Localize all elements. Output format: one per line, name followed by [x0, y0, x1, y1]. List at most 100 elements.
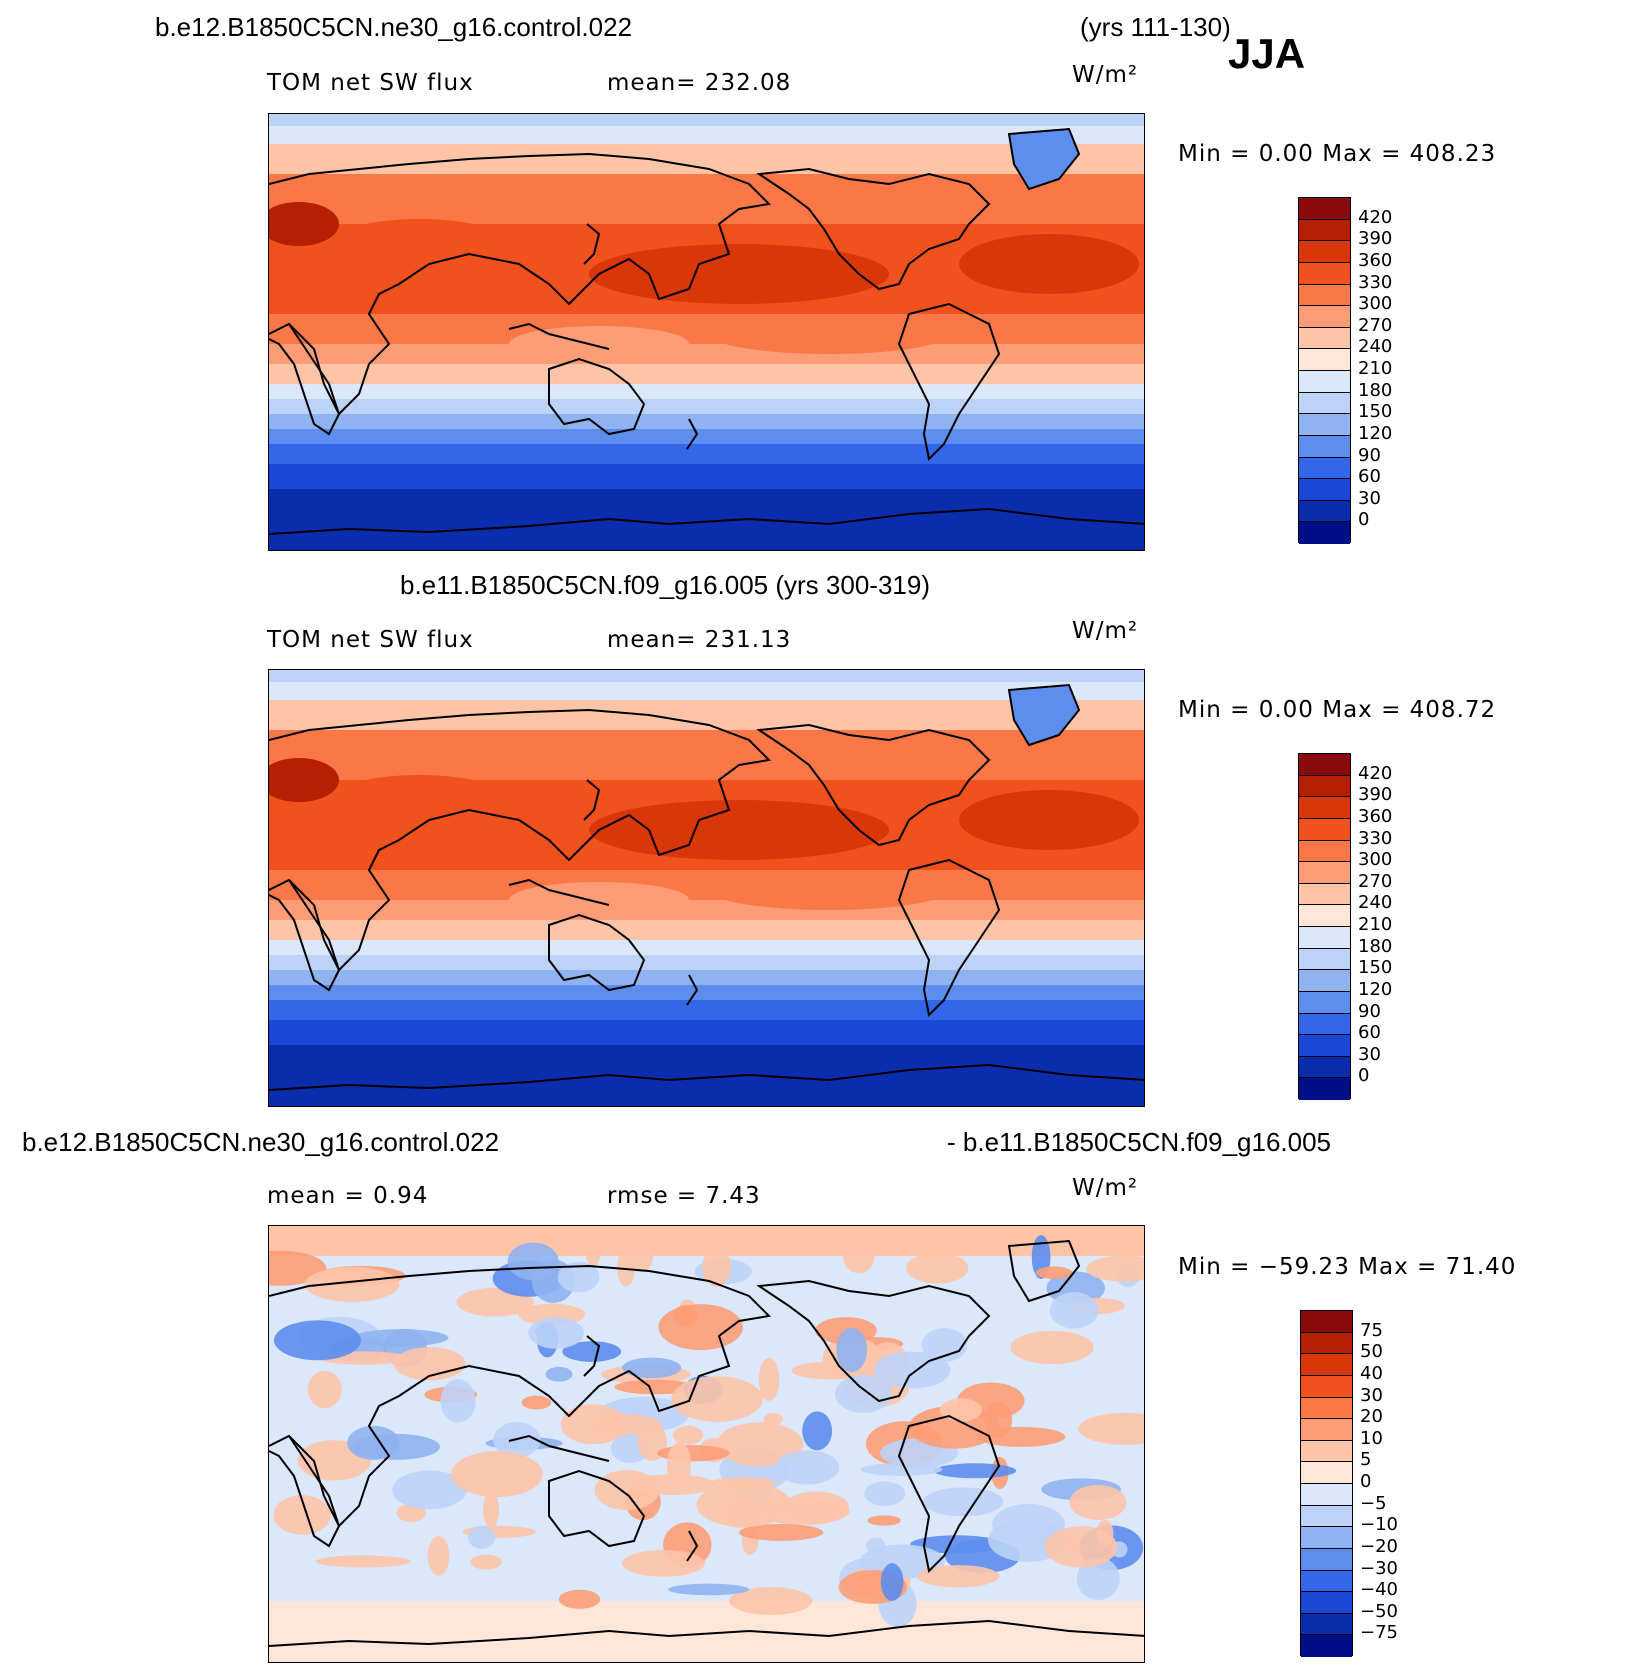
field-patch: [1086, 1255, 1144, 1282]
field-band: [269, 444, 1144, 464]
colorbar-tick-label: 75: [1360, 1319, 1383, 1341]
field-patch: [545, 1366, 573, 1382]
field-patch: [630, 1234, 654, 1273]
field-band: [269, 126, 1144, 144]
field-band: [269, 414, 1144, 429]
colorbar-tick-label: 270: [1358, 314, 1393, 336]
field-patch: [1049, 1292, 1099, 1329]
field-band: [269, 464, 1144, 489]
field-band: [269, 344, 1144, 364]
colorbar-swatch: [1299, 1056, 1350, 1079]
coastline: [269, 1264, 772, 1528]
colorbar-tick-label: 5: [1360, 1449, 1372, 1471]
field-patch: [353, 1433, 440, 1460]
coastline: [269, 708, 772, 972]
field-band: [269, 682, 1144, 700]
field-band: [269, 1045, 1144, 1106]
coastline: [508, 878, 610, 906]
colorbar-tick-label: −50: [1360, 1600, 1398, 1622]
colorbar-tick-label: 90: [1358, 1000, 1381, 1022]
colorbar-swatch: [1301, 1332, 1352, 1355]
field-patch: [880, 1563, 904, 1601]
panel2-mean: mean= 231.13: [607, 627, 792, 653]
colorbar-swatch: [1299, 414, 1350, 436]
colorbar-tick-label: −10: [1360, 1514, 1398, 1536]
colorbar-swatch: [1301, 1592, 1352, 1614]
coastline: [1007, 683, 1081, 747]
field-patch: [584, 1232, 602, 1266]
field-patch: [758, 1357, 780, 1401]
field-patch: [557, 1261, 600, 1293]
coastline: [269, 323, 341, 436]
coastline: [269, 152, 772, 416]
map-field: [269, 114, 1144, 550]
field-blob: [959, 234, 1139, 294]
field-patch: [923, 1487, 1004, 1517]
panel1-units: W/m²: [1072, 62, 1139, 88]
colorbar-tick-label: 180: [1358, 379, 1393, 401]
panel2-units: W/m²: [1072, 618, 1139, 644]
field-patch: [560, 1404, 627, 1445]
field-band: [269, 114, 1144, 126]
map-field: [269, 670, 1144, 1106]
field-patch: [716, 1422, 804, 1467]
colorbar-swatch: [1299, 1035, 1350, 1057]
panel2-minmax: Min = 0.00 Max = 408.72: [1178, 697, 1497, 723]
colorbar-swatch: [1299, 948, 1350, 971]
colorbar-tick-label: 10: [1360, 1427, 1383, 1449]
colorbar-swatch: [1299, 754, 1350, 776]
field-patch: [617, 1248, 635, 1287]
field-patch: [860, 1462, 943, 1476]
colorbar-swatch: [1299, 241, 1350, 263]
coastline: [269, 1619, 1144, 1647]
field-patch: [307, 1370, 342, 1409]
colorbar-tick-label: 390: [1358, 784, 1393, 806]
field-patch: [910, 1535, 1004, 1554]
panel3-rmse: rmse = 7.43: [607, 1183, 761, 1209]
field-patch: [836, 1327, 868, 1372]
colorbar-tick-label: 420: [1358, 762, 1393, 784]
coastline: [756, 167, 991, 291]
colorbar-tick-label: 330: [1358, 827, 1393, 849]
field-patch: [558, 1589, 601, 1609]
coastline: [583, 1335, 601, 1377]
colorbar-swatch: [1301, 1613, 1352, 1636]
colorbar-swatch: [1301, 1505, 1352, 1528]
colorbar-swatch: [1299, 991, 1350, 1014]
field-band: [269, 1020, 1144, 1045]
field-patch: [392, 1470, 467, 1510]
panel2-variable: TOM net SW flux: [267, 627, 474, 653]
field-patch: [273, 1320, 361, 1361]
field-patch: [1010, 1330, 1094, 1365]
field-patch: [594, 1469, 660, 1511]
field-patch: [1096, 1519, 1114, 1547]
colorbar-tick-label: 90: [1358, 444, 1381, 466]
field-band: [269, 489, 1144, 550]
colorbar-swatch: [1299, 970, 1350, 992]
colorbar-swatch: [1299, 522, 1350, 544]
colorbar-swatch: [1301, 1635, 1352, 1657]
field-patch: [470, 1554, 502, 1570]
field-band: [269, 429, 1144, 444]
field-patch: [440, 1379, 476, 1423]
panel2-title: b.e11.B1850C5CN.f09_g16.005 (yrs 300-319…: [400, 570, 930, 600]
colorbar-tick-label: 20: [1360, 1406, 1383, 1428]
field-patch: [1069, 1484, 1127, 1520]
colorbar-tick-label: −5: [1360, 1492, 1387, 1514]
field-patch: [775, 1450, 840, 1485]
field-band: [269, 985, 1144, 1000]
panel3-title-right: - b.e11.B1850C5CN.f09_g16.005: [947, 1127, 1332, 1157]
field-patch: [666, 1442, 692, 1488]
colorbar-tick-label: 300: [1358, 293, 1393, 315]
field-band: [269, 955, 1144, 970]
panel3-units: W/m²: [1072, 1175, 1139, 1201]
colorbar-tick-label: 60: [1358, 466, 1381, 488]
field-blob: [329, 775, 509, 825]
field-blob: [709, 870, 949, 910]
field-band: [269, 384, 1144, 399]
coastline: [269, 1435, 341, 1548]
panel3-map: [268, 1225, 1145, 1663]
colorbar-swatch: [1299, 371, 1350, 393]
colorbar-tick-label: 360: [1358, 805, 1393, 827]
field-blob: [509, 326, 689, 362]
